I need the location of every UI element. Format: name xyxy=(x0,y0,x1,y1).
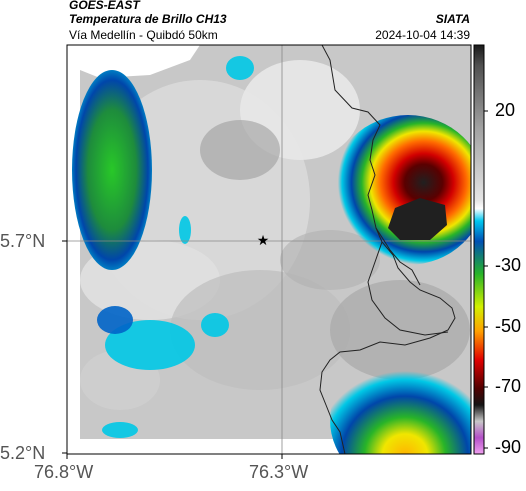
lon-tick: 76.8°W xyxy=(34,462,94,482)
map-frame xyxy=(66,44,472,455)
colorbar-tick: -30 xyxy=(495,255,522,275)
route-subtitle: Vía Medellín - Quibdó 50km xyxy=(69,28,218,42)
colorbar-tick: 20 xyxy=(495,100,516,120)
colorbar-tick: -90 xyxy=(495,437,522,457)
colorbar-tick: -70 xyxy=(495,376,522,396)
boundary-line xyxy=(319,45,456,454)
colorbar xyxy=(473,44,485,455)
colorbar-tick: -50 xyxy=(495,316,522,336)
product-title: Temperatura de Brillo CH13 xyxy=(69,12,227,26)
satellite-title: GOES-EAST xyxy=(69,0,140,12)
datetime-label: 2024-10-04 14:39 xyxy=(375,28,470,42)
map-panel: ★ xyxy=(67,45,471,454)
lat-tick: 5.2°N xyxy=(0,443,46,463)
star-marker: ★ xyxy=(257,233,270,249)
storm-core xyxy=(388,198,447,240)
lat-tick: 5.7°N xyxy=(0,231,46,251)
lon-tick: 76.3°W xyxy=(249,462,309,482)
organization-label: SIATA xyxy=(435,12,470,26)
